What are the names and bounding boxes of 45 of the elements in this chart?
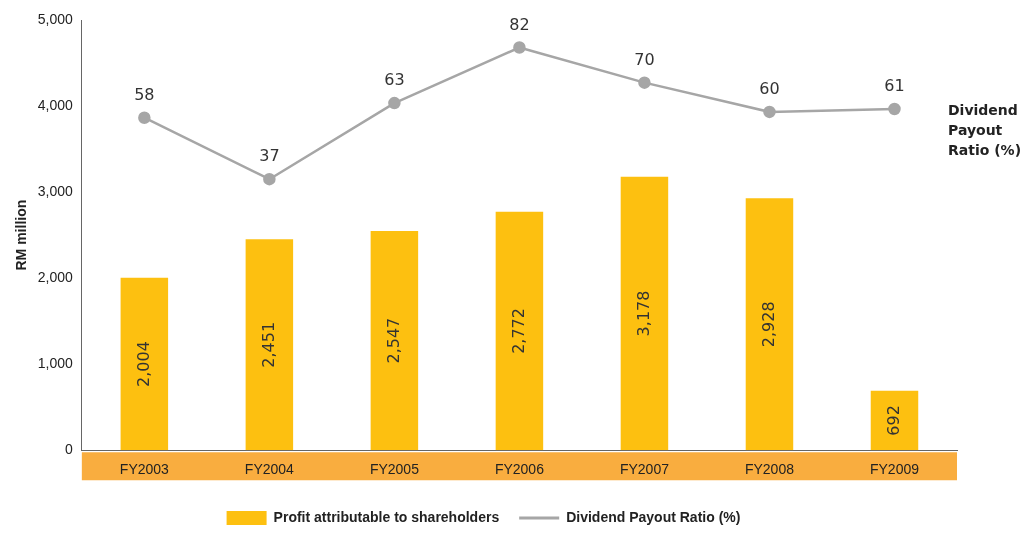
x-tick-label: FY2007 [619,461,670,478]
x-tick-label: FY2006 [494,461,545,478]
data-label: 2,547 [383,317,403,364]
data-label: 692 [883,405,903,436]
y-tick-label: 1,000 [37,355,74,372]
x-tick-label: FY2005 [369,461,420,478]
data-label: 2,004 [133,341,153,387]
bar [370,231,419,451]
point [388,96,401,110]
bar [745,198,794,451]
y-tick-label: 2,000 [37,268,74,285]
y-tick-label: 3,000 [37,182,74,199]
x-tick-label: FY2003 [119,461,170,478]
data-label: 70 [634,49,655,69]
bar [120,277,169,451]
data-label: 3,178 [633,290,653,337]
x-tick-label: FY2009 [869,461,920,478]
data-label: 61 [884,76,905,96]
legend-label: Dividend Payout Ratio (%) [566,508,741,525]
x-tick-label: FY2008 [744,461,795,478]
data-label: 58 [134,84,155,104]
bar [495,211,544,451]
y-tick-label: 5,000 [37,10,74,27]
bar [245,239,294,451]
data-label: 63 [384,70,405,90]
bar [620,176,669,451]
point [888,102,901,116]
data-label: 2,451 [258,321,278,368]
x-tick-label: FY2004 [244,461,295,478]
legend-label: Profit attributable to shareholders [273,508,500,525]
y-tick-label: 0 [65,441,74,458]
data-label: 2,928 [758,301,778,348]
point [638,76,651,89]
data-label: 37 [259,146,280,166]
point [138,111,151,124]
data-label: 82 [509,14,530,34]
annotation: Dividend Payout Ratio (%) [948,101,1023,160]
point [513,41,526,54]
y-tick-label: 4,000 [37,96,74,113]
bar [870,390,919,451]
point [263,172,276,186]
data-label: 2,772 [508,308,528,354]
data-label: 60 [759,79,780,99]
point [763,105,776,119]
y-axis-title: RM million [13,199,30,271]
